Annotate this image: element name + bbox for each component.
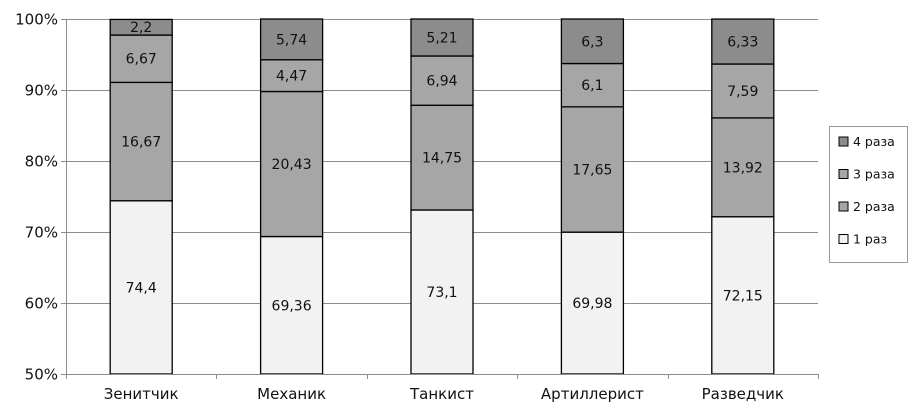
bar-segment: [711, 63, 775, 119]
bar-segment: [109, 18, 173, 36]
data-label: 74,4: [126, 280, 157, 296]
data-label: 72,15: [723, 288, 763, 304]
category-label: Разведчик: [702, 385, 784, 403]
category-label: Танкист: [409, 385, 474, 403]
data-label: 6,3: [581, 34, 603, 50]
bar-segment: [560, 18, 625, 65]
data-label: 73,1: [426, 285, 457, 301]
legend: 4 раза 3 раза 2 раза 1 раз: [829, 126, 908, 263]
bar-segment: [711, 216, 775, 375]
y-tick-label: 80%: [25, 153, 58, 171]
bar-segment: [711, 117, 775, 218]
data-label: 2,2: [130, 20, 152, 36]
data-label: 13,92: [723, 160, 763, 176]
data-label: 5,21: [426, 30, 457, 46]
bar-segment: [259, 90, 324, 238]
bar-segment: [109, 81, 173, 202]
legend-label: 1 раз: [853, 232, 887, 247]
bar-segment: [259, 59, 324, 93]
data-label: 6,67: [126, 52, 157, 68]
bar-segment: [259, 18, 324, 61]
data-label: 20,43: [272, 157, 312, 173]
legend-swatch: [838, 136, 849, 147]
bars: 74,4 16,67 6,67 2,2 69,36 20,43 4,47 5,74 73,1 14…: [109, 18, 775, 375]
data-label: 69,98: [572, 296, 612, 312]
legend-label: 4 раза: [853, 134, 895, 149]
y-tick-label: 70%: [25, 224, 58, 242]
y-tick-label: 100%: [15, 11, 58, 29]
data-label: 6,33: [727, 35, 758, 51]
legend-label: 2 раза: [853, 199, 895, 214]
data-label: 7,59: [727, 84, 758, 100]
bar-segment: [560, 62, 625, 108]
category-label: Зенитчик: [104, 385, 179, 403]
data-label: 17,65: [572, 162, 612, 178]
bar-segment: [410, 209, 474, 375]
bar-segment: [410, 18, 474, 57]
category-label: Артиллерист: [541, 385, 644, 403]
bar-segment: [410, 55, 474, 106]
data-label: 14,75: [422, 151, 462, 167]
bar-segment: [711, 18, 775, 65]
y-tick-label: 60%: [25, 295, 58, 313]
y-tick-label: 90%: [25, 82, 58, 100]
bar-segment: [560, 231, 625, 375]
data-label: 6,94: [426, 74, 457, 90]
legend-swatch: [838, 201, 849, 212]
bar-segment: [410, 104, 474, 211]
bar-segment: [109, 34, 173, 84]
data-label: 6,1: [581, 78, 603, 94]
y-tick-label: 50%: [25, 366, 58, 384]
data-label: 69,36: [272, 298, 312, 314]
axes: 50% 60% 70% 80% 90% 100% Зенитчик Механик Танкис…: [15, 11, 819, 403]
data-label: 4,47: [276, 69, 307, 85]
data-label: 5,74: [276, 32, 307, 48]
legend-swatch: [838, 169, 849, 179]
data-label: 16,67: [121, 135, 161, 151]
category-label: Механик: [257, 385, 326, 403]
legend-swatch: [838, 234, 849, 244]
legend-label: 3 раза: [853, 167, 895, 182]
